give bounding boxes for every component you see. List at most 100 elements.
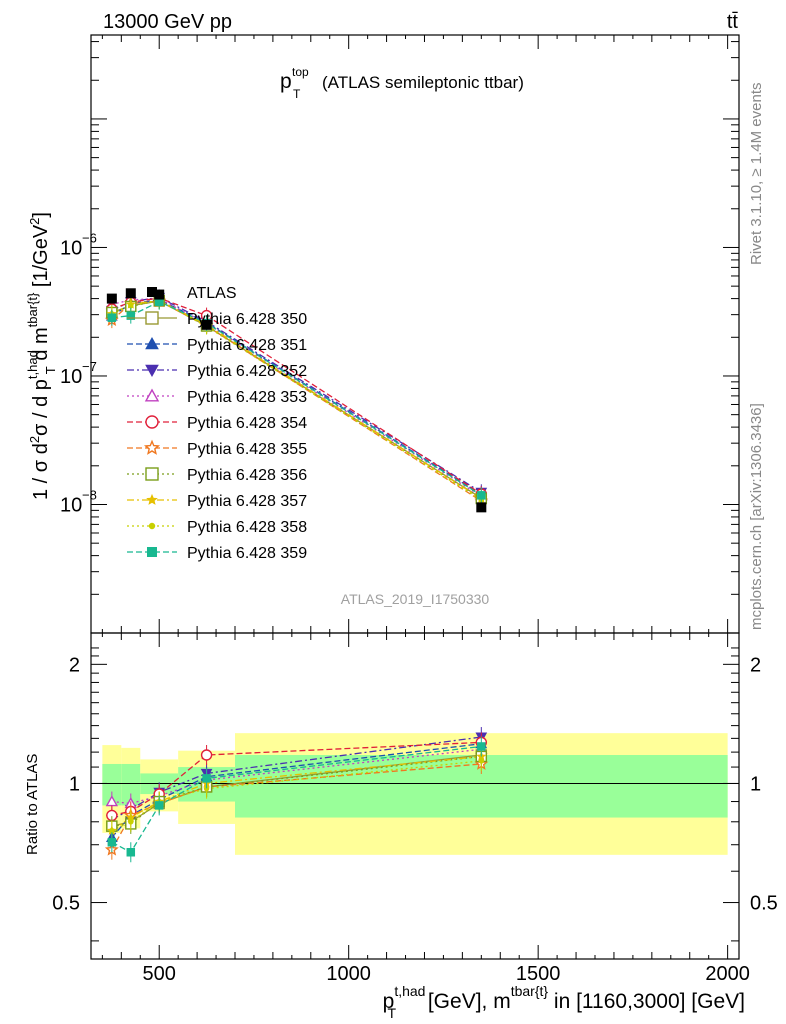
analysis-watermark: ATLAS_2019_I1750330 <box>341 591 490 607</box>
ratio-tick-label-right: 1 <box>750 773 761 795</box>
legend-label: Pythia 6.428 352 <box>187 363 307 380</box>
side-label-rivet: Rivet 3.1.10, ≥ 1.4M events <box>748 83 765 266</box>
ratio-tick-label-left: 1 <box>69 773 80 795</box>
y-tick-label: 10 <box>60 237 82 259</box>
legend-label: Pythia 6.428 353 <box>187 389 307 406</box>
x-axis-label-part: t,had <box>394 983 425 999</box>
y-axis-label-part: σ / d p <box>30 379 52 436</box>
data-point <box>125 288 136 299</box>
legend-entry: Pythia 6.428 350 <box>127 311 307 328</box>
legend-label: Pythia 6.428 359 <box>187 545 307 562</box>
legend-marker <box>147 547 157 557</box>
title-rest: (ATLAS semileptonic ttbar) <box>322 73 524 92</box>
legend-entry: Pythia 6.428 354 <box>127 415 307 432</box>
legend-label: ATLAS <box>187 285 237 302</box>
legend-label: Pythia 6.428 356 <box>187 467 307 484</box>
x-axis-label-part: p <box>383 990 395 1013</box>
legend-marker <box>145 311 159 325</box>
legend-marker <box>148 522 156 530</box>
legend-label: Pythia 6.428 350 <box>187 311 307 328</box>
x-axis-label: pt,had T [GeV], mtbar{t} in [1160,3000] [… <box>383 983 745 1021</box>
legend-entry: Pythia 6.428 357 <box>127 493 307 510</box>
plot-title: p top T (ATLAS semileptonic ttbar) <box>280 65 524 101</box>
series-point <box>154 801 164 810</box>
x-axis-label-part: [GeV], m <box>422 990 511 1013</box>
x-axis-label-part: in [1160,3000] [GeV] <box>548 990 745 1013</box>
y-axis-label-part: [1/GeV <box>30 224 52 292</box>
series-line <box>111 736 482 821</box>
data-point <box>106 293 117 304</box>
series-line <box>111 748 482 805</box>
ratio-tick-label-right: 0.5 <box>750 893 778 915</box>
y-axis-label-part: 2 <box>27 218 42 225</box>
band-inner <box>121 763 141 806</box>
header-left: 13000 GeV pp <box>103 11 232 33</box>
series-point <box>109 827 115 834</box>
x-tick-label: 2000 <box>705 963 750 985</box>
ratio-tick-label-left: 2 <box>69 654 80 676</box>
legend-entry: Pythia 6.428 355 <box>127 439 307 458</box>
x-axis-label-part: tbar{t} <box>511 983 549 999</box>
series-point <box>107 313 117 322</box>
legend-marker <box>147 287 157 297</box>
series-point <box>128 302 134 309</box>
title-p: p <box>280 70 292 93</box>
x-tick-label: 1000 <box>326 963 371 985</box>
legend-marker <box>145 415 159 429</box>
legend-marker <box>145 336 159 350</box>
legend-entry: Pythia 6.428 351 <box>127 336 307 354</box>
legend-entry: Pythia 6.428 352 <box>127 363 307 380</box>
legend-entry: Pythia 6.428 356 <box>127 467 307 484</box>
series-point <box>478 758 485 764</box>
y-axis-label-part: 1 / σ d <box>30 443 52 500</box>
legend-entry: Pythia 6.428 359 <box>127 545 307 562</box>
x-tick-label: 500 <box>143 963 176 985</box>
legend-marker <box>146 493 158 505</box>
series-line <box>111 743 482 838</box>
y-axis-label-part: d m <box>30 327 52 366</box>
series-point <box>126 848 136 857</box>
series-point <box>477 742 486 751</box>
y-axis-label-main: 1 / σ d2σ / d pt,had T d mtbar{t} [1/GeV2… <box>25 212 58 500</box>
series-point <box>107 838 117 847</box>
x-tick-label: 1500 <box>516 963 561 985</box>
y-axis-label-part: 2 <box>27 436 42 443</box>
series-line <box>111 741 482 817</box>
legend-label: Pythia 6.428 358 <box>187 519 307 536</box>
title-sup: top <box>292 65 309 79</box>
data-point <box>154 289 165 300</box>
title-sub: T <box>293 87 301 101</box>
ratio-tick-label-right: 2 <box>750 654 761 676</box>
series-point <box>202 774 211 783</box>
y-axis-label-part: tbar{t} <box>25 292 40 327</box>
y-axis-label-part: T <box>43 366 58 374</box>
y-tick-label: 10 <box>60 366 82 388</box>
series-markers <box>104 288 489 863</box>
header-right: tt̄ <box>727 11 739 33</box>
ratio-panel-frame <box>90 632 740 960</box>
main-panel-frame <box>90 34 740 634</box>
legend-entry: Pythia 6.428 353 <box>127 388 307 406</box>
series-point <box>126 311 136 320</box>
y-tick-label: 10 <box>60 494 82 516</box>
legend-label: Pythia 6.428 351 <box>187 337 307 354</box>
x-axis-label-part: T <box>387 1005 396 1021</box>
legend-label: Pythia 6.428 355 <box>187 441 307 458</box>
legend-marker <box>144 388 160 402</box>
legend-marker <box>145 467 159 481</box>
series-point <box>477 491 486 500</box>
series-line <box>111 299 482 501</box>
legend-label: Pythia 6.428 354 <box>187 415 307 432</box>
uncertainty-bands <box>102 733 728 855</box>
data-point <box>201 319 212 330</box>
legend-label: Pythia 6.428 357 <box>187 493 307 510</box>
legend-marker <box>145 364 159 378</box>
series-point <box>200 749 213 761</box>
ratio-tick-label-left: 0.5 <box>52 893 80 915</box>
y-axis-label-part: ] <box>30 212 52 218</box>
y-axis-label-part: t,had <box>25 350 40 379</box>
series-point <box>128 819 134 825</box>
legend-entry: ATLAS <box>147 285 237 302</box>
